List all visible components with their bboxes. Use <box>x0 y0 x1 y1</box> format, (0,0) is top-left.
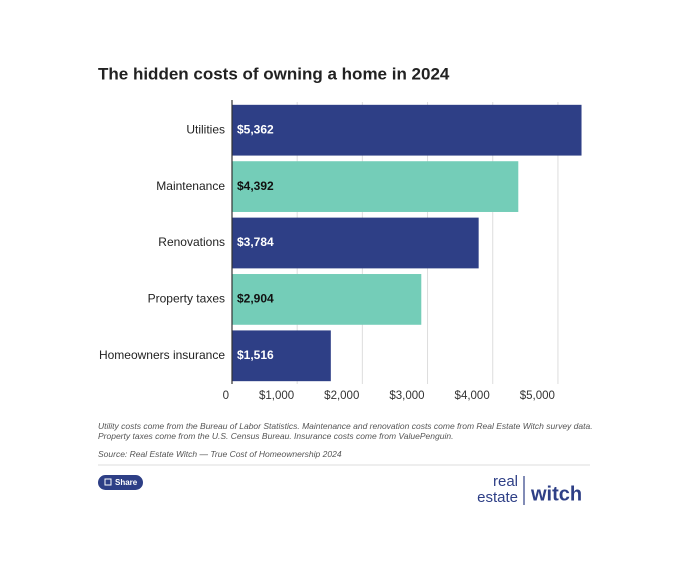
y-tick-label: Homeowners insurance <box>99 348 225 362</box>
value-label: $2,904 <box>237 292 274 306</box>
logo-brand: witch <box>530 483 582 505</box>
y-tick-label: Renovations <box>158 235 225 249</box>
x-tick-label: $4,000 <box>455 390 490 402</box>
share-icon <box>104 478 112 486</box>
chart-source: Source: Real Estate Witch — True Cost of… <box>98 449 342 459</box>
bar <box>232 161 519 212</box>
share-label[interactable]: Share <box>115 478 138 487</box>
value-label: $4,392 <box>237 179 274 193</box>
logo-text: real <box>493 473 518 490</box>
y-tick-label: Utilities <box>186 122 225 136</box>
x-tick-label: 0 <box>223 390 229 402</box>
bar <box>232 104 582 156</box>
chart-title: The hidden costs of owning a home in 202… <box>98 64 450 83</box>
value-label: $1,516 <box>237 348 274 362</box>
x-tick-label: $2,000 <box>324 390 359 402</box>
y-tick-label: Property taxes <box>148 292 225 306</box>
chart-note: Utility costs come from the Bureau of La… <box>98 421 593 441</box>
x-tick-label: $5,000 <box>520 390 555 402</box>
value-label: $3,784 <box>237 235 274 249</box>
logo-text: estate <box>477 489 518 506</box>
x-tick-label: $3,000 <box>389 390 424 402</box>
bar <box>232 217 479 269</box>
x-tick-label: $1,000 <box>259 390 294 402</box>
bar <box>232 274 422 325</box>
y-tick-label: Maintenance <box>156 179 225 193</box>
share-button[interactable]: Share <box>98 475 143 490</box>
bar <box>232 330 331 382</box>
value-label: $5,362 <box>237 122 274 136</box>
